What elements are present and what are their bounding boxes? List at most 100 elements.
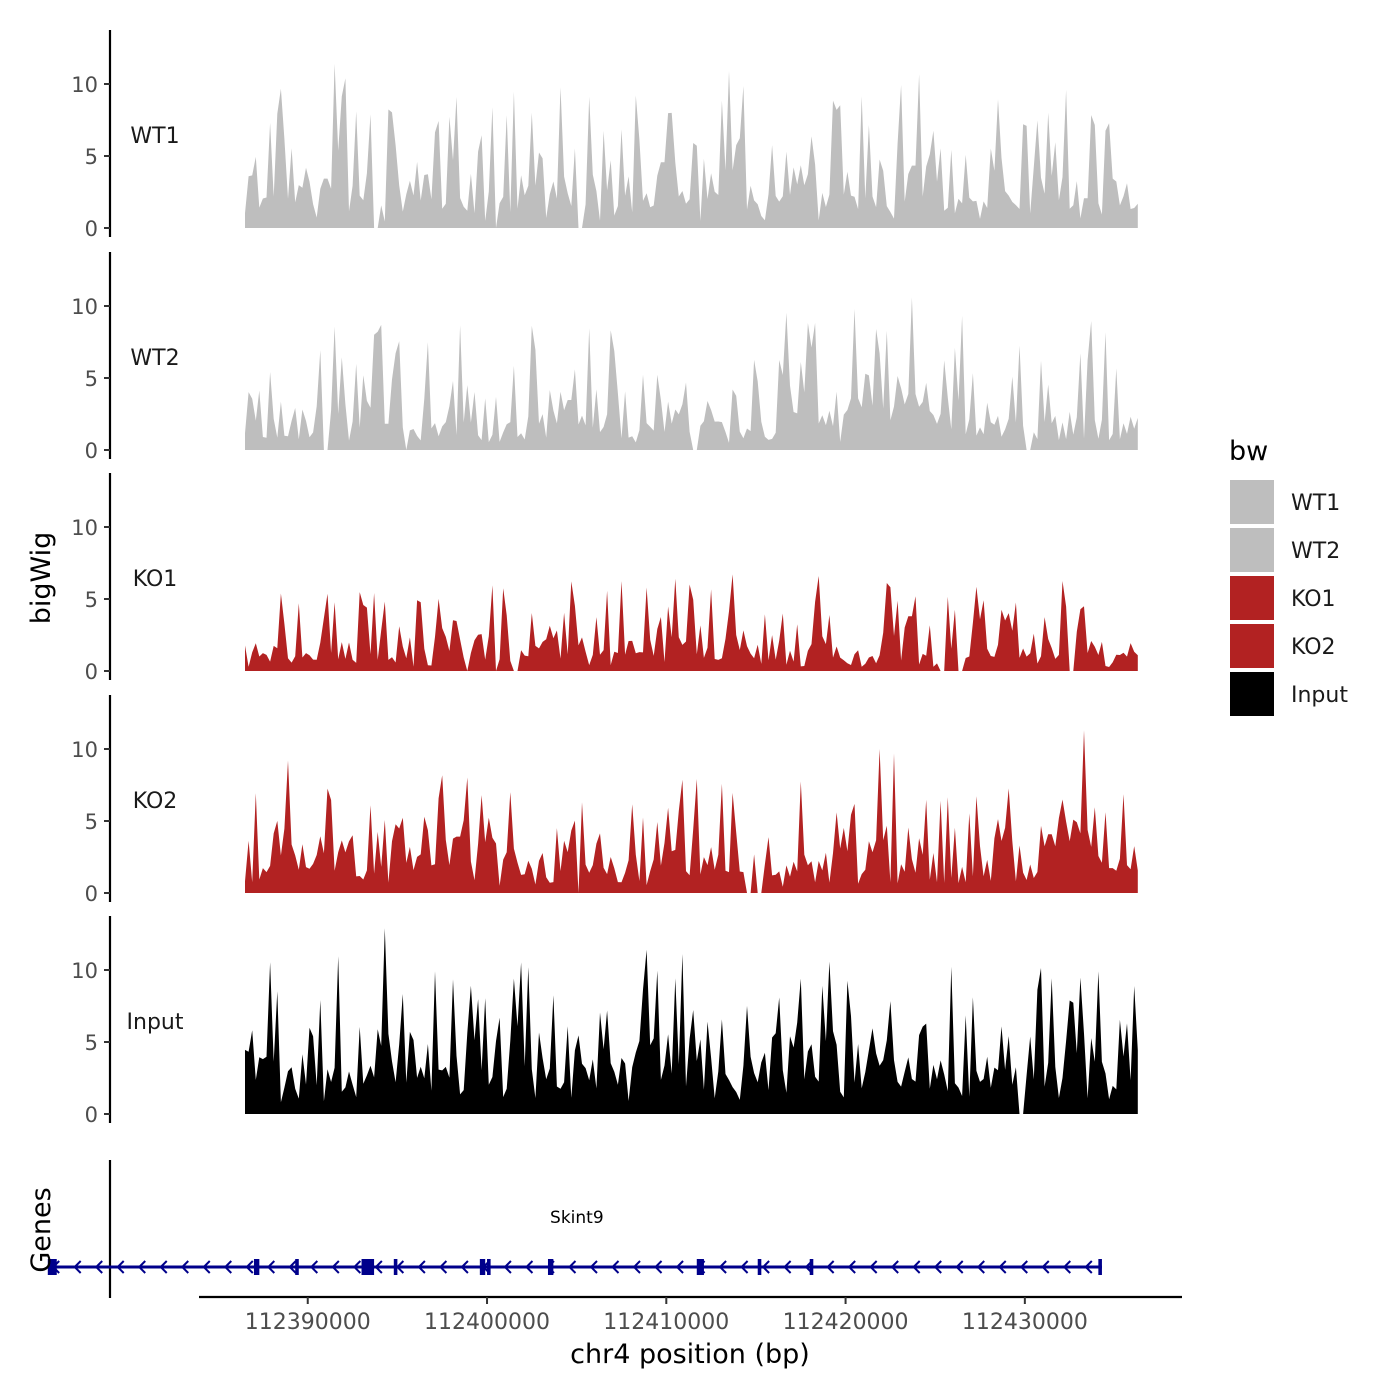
strand-arrow <box>998 1260 1007 1274</box>
strand-arrow <box>266 1260 276 1274</box>
strand-arrow <box>525 1260 534 1274</box>
strand-arrow <box>309 1260 319 1274</box>
strand-arrow <box>223 1260 232 1274</box>
signal-area-ko1 <box>245 574 1138 671</box>
track-label: KO2 <box>133 789 178 814</box>
y-tick-label: 10 <box>71 738 98 762</box>
strand-arrow <box>1019 1260 1028 1274</box>
gene-exon <box>487 1259 491 1275</box>
gene-panel: Skint9 <box>47 1160 1102 1298</box>
track-label: WT2 <box>130 346 179 371</box>
legend-label: KO2 <box>1291 635 1336 660</box>
strand-arrow <box>740 1260 749 1274</box>
track-label: KO1 <box>133 567 178 592</box>
strand-arrow <box>675 1260 684 1274</box>
legend-title: bw <box>1229 436 1268 467</box>
legend-label: Input <box>1291 683 1348 708</box>
strand-arrow <box>73 1260 82 1274</box>
strand-arrow <box>718 1260 727 1274</box>
strand-arrow <box>352 1260 362 1274</box>
strand-arrow <box>1041 1260 1050 1274</box>
strand-arrow <box>202 1260 211 1274</box>
track-ko2: 0 5 10 KO2 <box>71 695 1138 906</box>
strand-arrow <box>1062 1260 1071 1274</box>
strand-arrow <box>912 1260 921 1274</box>
strand-arrow <box>611 1260 620 1274</box>
legend-label: WT2 <box>1291 539 1340 564</box>
strand-arrow <box>503 1260 512 1274</box>
legend-key-input <box>1230 672 1274 716</box>
legend-key-ko1 <box>1230 576 1274 620</box>
signal-area-wt2 <box>245 297 1138 450</box>
legend-key-wt1 <box>1230 480 1274 524</box>
legend-label: KO1 <box>1291 587 1336 612</box>
x-tick-label: 112400000 <box>424 1310 550 1335</box>
strand-arrow <box>116 1260 125 1274</box>
gene-exon <box>547 1259 554 1275</box>
x-tick-label: 112430000 <box>962 1310 1088 1335</box>
track-panels: 0 5 10 WT1 0 5 10 WT2 0 5 10 KO1 0 5 10 KO2 0 5 10 Input <box>71 30 1138 1127</box>
y-axis-title: bigWig <box>26 532 57 625</box>
signal-area-wt1 <box>245 63 1138 229</box>
x-axis: 112390000 112400000 112410000 112420000 1124… <box>199 1295 1182 1335</box>
gene-label: Skint9 <box>550 1208 604 1228</box>
strand-arrow <box>976 1260 985 1274</box>
strand-arrow <box>761 1260 770 1274</box>
strand-arrow <box>955 1260 964 1274</box>
gene-exon <box>809 1259 814 1275</box>
track-input: 0 5 10 Input <box>71 916 1138 1127</box>
x-tick-label: 112410000 <box>603 1310 729 1335</box>
legend: bw WT1 WT2 KO1 KO2 Input <box>1229 436 1348 716</box>
y-tick-label: 10 <box>71 295 98 319</box>
y-tick-label: 0 <box>85 882 98 906</box>
y-tick-label: 0 <box>85 660 98 684</box>
gene-exon <box>253 1259 260 1275</box>
y-tick-label: 0 <box>85 217 98 241</box>
y-tick-label: 10 <box>71 73 98 97</box>
track-label: WT1 <box>130 124 179 149</box>
gene-exon <box>479 1259 486 1275</box>
strand-arrow <box>137 1260 146 1274</box>
gene-exon <box>1098 1259 1102 1275</box>
signal-area-input <box>245 928 1138 1114</box>
strand-arrow <box>933 1260 942 1274</box>
y-tick-label: 0 <box>85 439 98 463</box>
track-wt2: 0 5 10 WT2 <box>71 252 1138 463</box>
y-tick-label: 5 <box>85 810 98 834</box>
strand-arrow <box>460 1260 469 1274</box>
signal-area-ko2 <box>245 730 1138 893</box>
strand-arrow <box>847 1260 856 1274</box>
track-wt1: 0 5 10 WT1 <box>71 30 1138 241</box>
track-ko1: 0 5 10 KO1 <box>71 473 1138 684</box>
gene-exon <box>47 1259 57 1275</box>
legend-label: WT1 <box>1291 491 1340 516</box>
strand-arrow <box>654 1260 663 1274</box>
gene-exon <box>757 1259 762 1275</box>
strand-arrow <box>374 1260 383 1274</box>
strand-arrow <box>890 1260 899 1274</box>
gene-exon <box>295 1259 299 1275</box>
strand-arrow <box>331 1260 340 1274</box>
strand-arrow <box>783 1260 792 1274</box>
strand-arrow <box>589 1260 598 1274</box>
strand-arrow <box>632 1260 641 1274</box>
strand-arrow <box>869 1260 878 1274</box>
strand-arrow <box>568 1260 577 1274</box>
y-tick-label: 0 <box>85 1103 98 1127</box>
strand-arrow <box>180 1260 189 1274</box>
strand-arrow <box>438 1260 448 1274</box>
x-axis-title: chr4 position (bp) <box>570 1339 810 1370</box>
y-tick-label: 5 <box>85 1031 98 1055</box>
x-tick-label: 112390000 <box>245 1310 371 1335</box>
x-tick-label: 112420000 <box>783 1310 909 1335</box>
y-tick-label: 5 <box>85 588 98 612</box>
strand-arrow <box>826 1260 835 1274</box>
strand-arrow <box>159 1260 168 1274</box>
y-tick-label: 10 <box>71 516 98 540</box>
gene-exon <box>393 1259 398 1275</box>
gene-exon <box>361 1259 375 1275</box>
y-tick-label: 5 <box>85 145 98 169</box>
genes-axis-title: Genes <box>26 1187 57 1272</box>
track-label: Input <box>127 1010 184 1035</box>
